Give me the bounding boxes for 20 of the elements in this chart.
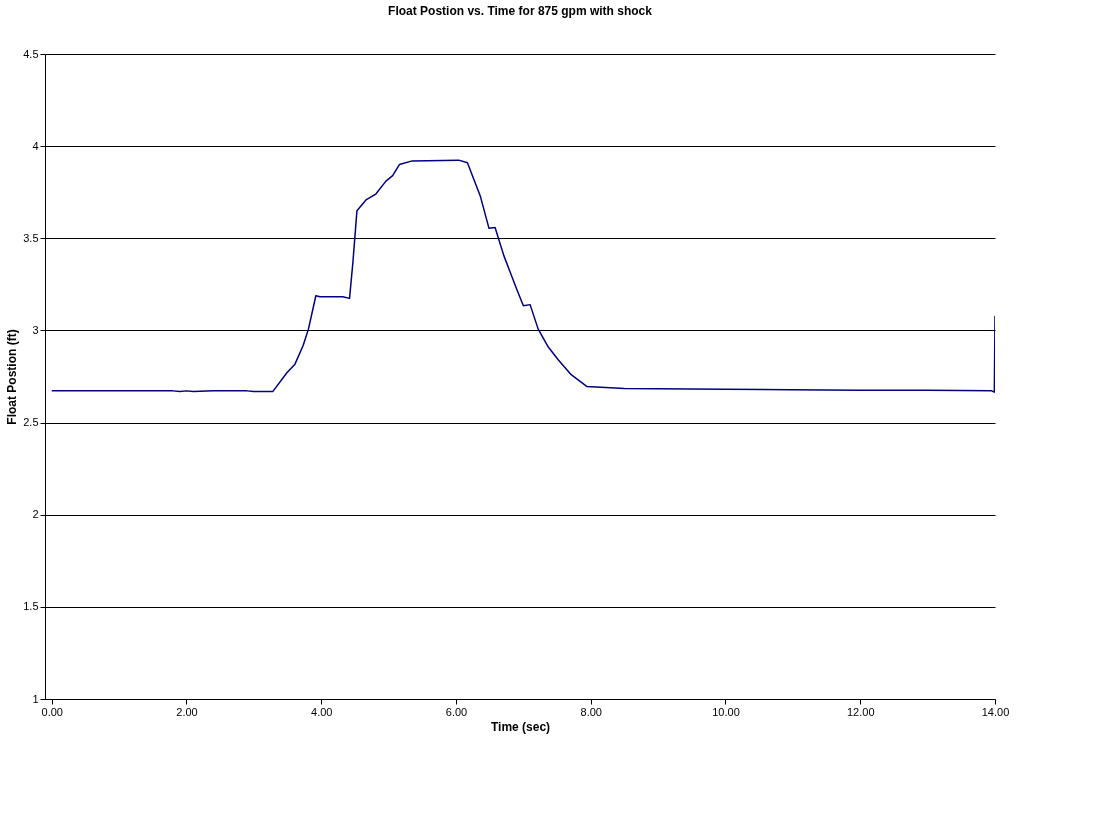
- x-axis-title: Time (sec): [490, 719, 551, 734]
- y-tick-label: 4.5: [23, 47, 39, 60]
- y-tick-label: 3.5: [23, 231, 39, 244]
- y-tick-label: 3: [32, 323, 39, 336]
- y-tick-label: 1: [32, 692, 39, 705]
- x-tick-label: 8.00: [580, 705, 602, 718]
- chart-title: Float Postion vs. Time for 875 gpm with shock: [388, 4, 653, 18]
- x-tick-label: 0.00: [41, 705, 63, 718]
- line-series: [50, 159, 995, 393]
- x-tick-label: 2.00: [176, 705, 198, 718]
- x-tick-label: 12.00: [846, 705, 875, 718]
- y-tick-label: 1.5: [23, 600, 39, 613]
- y-tick-label: 2: [32, 508, 39, 521]
- y-axis-title: Float Postion (ft): [5, 329, 20, 425]
- x-tick-label: 4.00: [311, 705, 333, 718]
- x-tick-label: 10.00: [712, 705, 740, 718]
- x-tick-label: 6.00: [445, 705, 468, 718]
- y-tick-label: 4: [32, 139, 39, 152]
- y-tick-label: 2.5: [23, 416, 39, 429]
- x-tick-label: 14.00: [981, 705, 1010, 718]
